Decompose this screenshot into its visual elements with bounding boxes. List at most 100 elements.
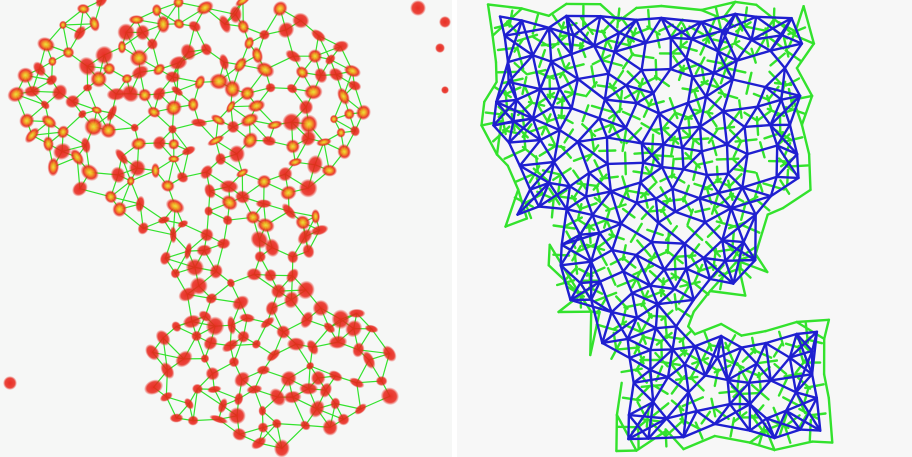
graph-edge [558, 87, 573, 110]
graph-edge [741, 186, 773, 198]
graph-edge [603, 98, 628, 130]
graph-edge [537, 185, 572, 208]
cell-blob [348, 377, 365, 389]
cell-blob [216, 237, 231, 250]
graph-graphic [480, 0, 834, 453]
graph-edge [776, 123, 792, 147]
cell-blob [128, 159, 146, 177]
graph-edge [584, 171, 591, 198]
graph-edge [794, 349, 814, 394]
graph-edge [495, 60, 510, 104]
graph-edge [716, 50, 738, 62]
cell-blob [225, 100, 236, 114]
graph-edge [673, 210, 707, 224]
cell-blob [170, 268, 181, 279]
cell-blob [221, 194, 238, 211]
cell-blob [145, 344, 160, 361]
stray-blob [410, 0, 426, 16]
graph-edge [721, 206, 733, 242]
boundary-rim [504, 217, 529, 228]
graph-edge [756, 98, 783, 108]
graph-edge [810, 373, 818, 400]
boundary-rim [693, 322, 723, 336]
graph-edge [591, 213, 623, 225]
graph-edge [775, 144, 779, 179]
graph-edge [634, 240, 653, 257]
graph-edge [627, 400, 655, 441]
graph-edge [660, 16, 693, 41]
cell-blob [295, 215, 311, 230]
cell-blob [209, 414, 229, 424]
cell-blob [273, 439, 290, 457]
cell-blob [117, 40, 127, 54]
cell-blob [196, 244, 213, 257]
boundary-rim [495, 119, 503, 156]
graph-edge [603, 72, 610, 101]
graph-edge [650, 240, 666, 271]
graph-edge [708, 277, 735, 285]
cell-blob [188, 20, 202, 33]
cell-blob [285, 268, 299, 283]
graph-edge [547, 14, 568, 29]
graph-edge [640, 142, 645, 165]
graph-edge [576, 140, 591, 175]
boundary-rim [547, 243, 551, 267]
cell-blob [77, 109, 87, 119]
cell-blob [159, 391, 173, 402]
graph-edge [609, 190, 623, 225]
graph-edge [712, 71, 734, 81]
graph-edge [609, 181, 642, 193]
cell-blob [235, 168, 249, 178]
graph-edge [765, 417, 802, 431]
cell-blob [187, 97, 199, 112]
graph-edge [579, 260, 593, 285]
graph-edge [750, 17, 793, 42]
cell-blob [336, 127, 346, 138]
cell-blob [256, 174, 272, 189]
graph-edge [743, 123, 772, 129]
graph-edge [649, 327, 658, 352]
graph-edge [492, 124, 511, 144]
graph-edge [784, 409, 822, 432]
graph-edge [740, 346, 758, 365]
graph-edge [700, 150, 709, 177]
boundary-rim [823, 318, 831, 341]
graph-edge [769, 356, 791, 382]
graph-edge [690, 37, 720, 53]
graph-edge [635, 16, 663, 22]
boundary-rim [793, 34, 816, 45]
graph-edge [547, 160, 556, 185]
graph-edge [550, 60, 561, 90]
graph-edge [769, 49, 787, 70]
graph-edge [649, 368, 655, 404]
graph-edge [674, 325, 697, 348]
cell-blob [45, 74, 58, 86]
cell-blob [343, 108, 355, 120]
graph-edge [781, 34, 804, 45]
cell-blob [42, 135, 54, 152]
graph-edge [783, 42, 804, 70]
cell-blob [265, 82, 276, 93]
graph-edge [702, 256, 727, 262]
graph-edge [755, 341, 767, 365]
graph-edge [552, 140, 580, 164]
cell-blob [185, 258, 205, 277]
graph-edge [685, 57, 716, 75]
graph-edge [589, 280, 602, 301]
graph-edge [677, 101, 690, 130]
graph-edge [769, 34, 784, 52]
graph-edge [682, 168, 709, 177]
graph-edge [547, 26, 553, 63]
graph-edge [576, 72, 610, 81]
cell-blob [48, 56, 57, 67]
cell-blob [129, 49, 149, 67]
cell-blob [190, 118, 208, 128]
cell-blob [255, 199, 272, 209]
graph-edge [632, 368, 652, 384]
graph-edge [662, 268, 676, 291]
graph-edge [780, 94, 802, 101]
cell-blob [254, 250, 267, 263]
graph-edge [516, 188, 532, 216]
cell-blob [286, 337, 306, 352]
cell-blob [175, 350, 193, 368]
